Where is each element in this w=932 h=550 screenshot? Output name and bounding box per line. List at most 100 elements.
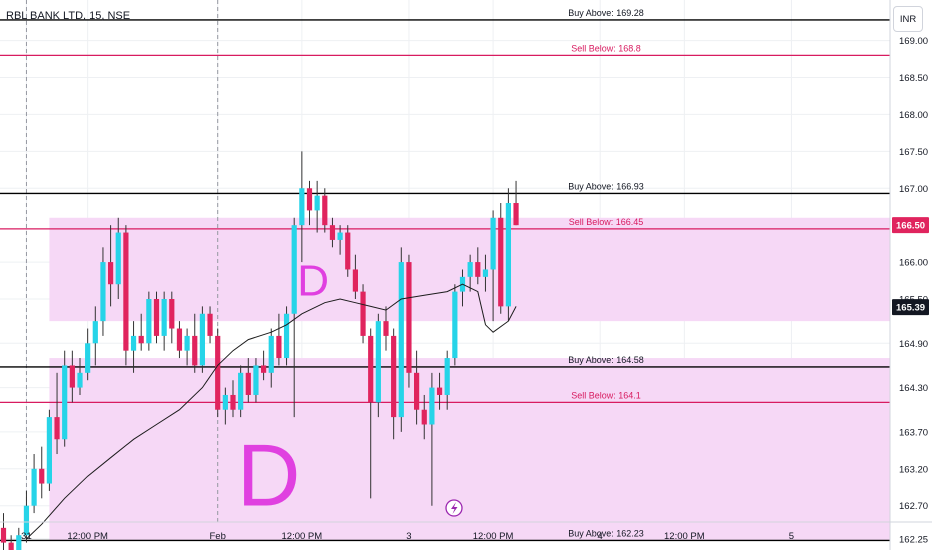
level-label: Sell Below: 168.8 [571, 43, 641, 53]
y-tick-label: 162.25 [899, 534, 928, 545]
candle-body [222, 394, 228, 410]
x-tick-label: 31 [21, 531, 32, 542]
y-tick-label: 168.50 [899, 73, 928, 84]
x-tick-label: 12:00 PM [67, 531, 108, 542]
candle-body [46, 417, 52, 484]
candle-body [375, 321, 381, 403]
y-tick-label: 162.70 [899, 501, 928, 512]
candle-body [337, 232, 343, 240]
candle-body [429, 387, 435, 425]
y-tick-label: 164.90 [899, 339, 928, 350]
session-breaks [25, 0, 219, 522]
zone-label-d: D [297, 256, 329, 305]
candle-body [253, 365, 259, 395]
y-tick-label: 168.00 [899, 110, 928, 121]
candle-body [85, 343, 91, 373]
candle-body [452, 291, 458, 359]
level-label: Sell Below: 166.45 [569, 217, 644, 227]
y-tick-label: 167.00 [899, 184, 928, 195]
price-label-bg [892, 217, 929, 234]
candle-body [238, 372, 244, 410]
candle-body [161, 298, 167, 336]
x-tick-label: 5 [789, 531, 794, 542]
candle-body [383, 321, 389, 336]
candle-body [130, 335, 137, 351]
candle-body [92, 321, 98, 344]
candle-body [123, 232, 129, 351]
level-label: Buy Above: 164.58 [568, 355, 644, 365]
candle-body [475, 262, 481, 277]
candle-body [54, 417, 60, 440]
candle-body [322, 195, 328, 226]
candle-body [306, 188, 313, 211]
candle-body [414, 372, 420, 410]
vwap-polyline [26, 283, 517, 540]
candle-body [62, 365, 68, 440]
candle-body [169, 298, 175, 329]
candle-body [184, 335, 190, 351]
y-tick-label: 163.70 [899, 427, 928, 438]
demand-zones [49, 217, 890, 541]
candle-body [31, 468, 37, 506]
y-tick-label: 163.20 [899, 464, 928, 475]
candle-body [207, 313, 213, 336]
zone-label-d: D [237, 426, 301, 525]
candle-body [498, 217, 504, 307]
y-tick-label: 166.00 [899, 258, 928, 269]
candle-body [406, 262, 412, 373]
x-tick-label: 4 [598, 531, 603, 542]
candle-body [230, 394, 236, 410]
candle-body [490, 217, 496, 270]
price-levels: Buy Above: 169.28 Sell Below: 168.8 Buy Ab… [0, 8, 890, 542]
candle-body [192, 335, 198, 366]
candle-body [268, 335, 274, 373]
level-label: Buy Above: 169.28 [568, 8, 644, 18]
candle-body [314, 195, 320, 211]
candle-body [108, 262, 114, 285]
level-label: Buy Above: 162.23 [568, 528, 644, 538]
price-label-bg [892, 299, 929, 316]
candle-body [360, 291, 366, 336]
candle-body [8, 542, 14, 550]
price-label-text: 165.39 [896, 303, 925, 314]
candle-body [16, 535, 22, 550]
price-label-text: 166.50 [896, 221, 925, 232]
candle-body [444, 358, 450, 395]
candle-body [153, 298, 160, 336]
candle-body [283, 313, 290, 359]
x-tick-label: 3 [406, 531, 411, 542]
candle-body [138, 335, 144, 344]
lightning-icon[interactable] [445, 499, 463, 517]
candle-body [100, 262, 106, 322]
x-tick-label: 12:00 PM [282, 531, 323, 542]
candle-body [23, 505, 30, 536]
candle-body [261, 365, 267, 373]
zone-labels: DD [237, 256, 329, 524]
y-tick-label: 164.30 [899, 383, 928, 394]
candle-body [513, 203, 519, 226]
candle-body [215, 335, 221, 410]
vwap-line [26, 283, 517, 540]
candle-body [291, 225, 297, 314]
demand-zone [49, 358, 890, 541]
candle-body [299, 188, 305, 226]
candle-body [146, 298, 152, 344]
candle-body [77, 372, 83, 388]
candle-body [115, 232, 121, 285]
candle-body [352, 269, 358, 292]
currency-button[interactable]: INR [893, 6, 923, 32]
candle-body [467, 262, 473, 277]
x-tick-label: Feb [210, 531, 226, 542]
candle-body [276, 335, 282, 359]
level-label: Sell Below: 164.1 [571, 390, 641, 400]
candle-body [505, 203, 511, 307]
candle-body [436, 387, 443, 395]
y-tick-label: 169.00 [899, 36, 928, 47]
candle-body [0, 527, 7, 543]
candle-body [39, 468, 45, 484]
candle-body [176, 328, 183, 351]
candle-body [245, 372, 251, 395]
candle-body [329, 225, 336, 240]
candle-body [69, 365, 75, 388]
